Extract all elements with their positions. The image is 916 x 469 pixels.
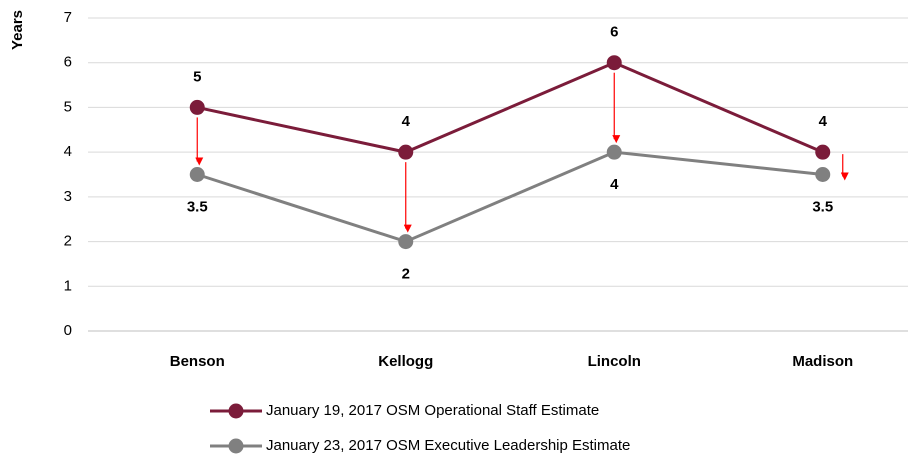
y-tick-label: 6: [64, 54, 72, 71]
data-point: [606, 55, 622, 71]
data-point: [189, 99, 205, 115]
legend-label: January 23, 2017 OSM Executive Leadershi…: [266, 437, 630, 454]
data-label: 4: [610, 176, 619, 193]
data-label: 4: [819, 113, 828, 130]
data-label: 2: [402, 266, 410, 283]
y-tick-label: 3: [64, 188, 72, 205]
data-point: [606, 144, 622, 160]
data-label: 5: [193, 68, 201, 85]
y-tick-label: 7: [64, 9, 72, 26]
data-label: 3.5: [812, 198, 833, 215]
data-point: [398, 234, 414, 250]
y-tick-label: 2: [64, 233, 72, 250]
y-tick-label: 4: [64, 143, 72, 160]
series-line: [196, 150, 823, 244]
y-tick-label: 5: [64, 98, 72, 115]
x-tick-label: Kellogg: [378, 353, 433, 370]
y-axis-label: Years: [9, 10, 26, 50]
x-tick-label: Lincoln: [588, 353, 641, 370]
data-point: [815, 167, 831, 182]
y-tick-label: 1: [64, 277, 72, 294]
data-point: [189, 167, 205, 182]
legend-marker: [228, 438, 244, 454]
legend-marker: [228, 403, 244, 419]
y-tick-label: 0: [64, 322, 72, 339]
series-line: [196, 61, 824, 154]
legend-label: January 19, 2017 OSM Operational Staff E…: [266, 402, 599, 419]
data-point: [815, 144, 831, 160]
data-label: 6: [610, 24, 618, 41]
data-point: [398, 144, 414, 160]
x-tick-label: Benson: [170, 353, 225, 370]
data-label: 3.5: [187, 198, 208, 215]
x-tick-label: Madison: [792, 353, 853, 370]
data-label: 4: [402, 113, 411, 130]
